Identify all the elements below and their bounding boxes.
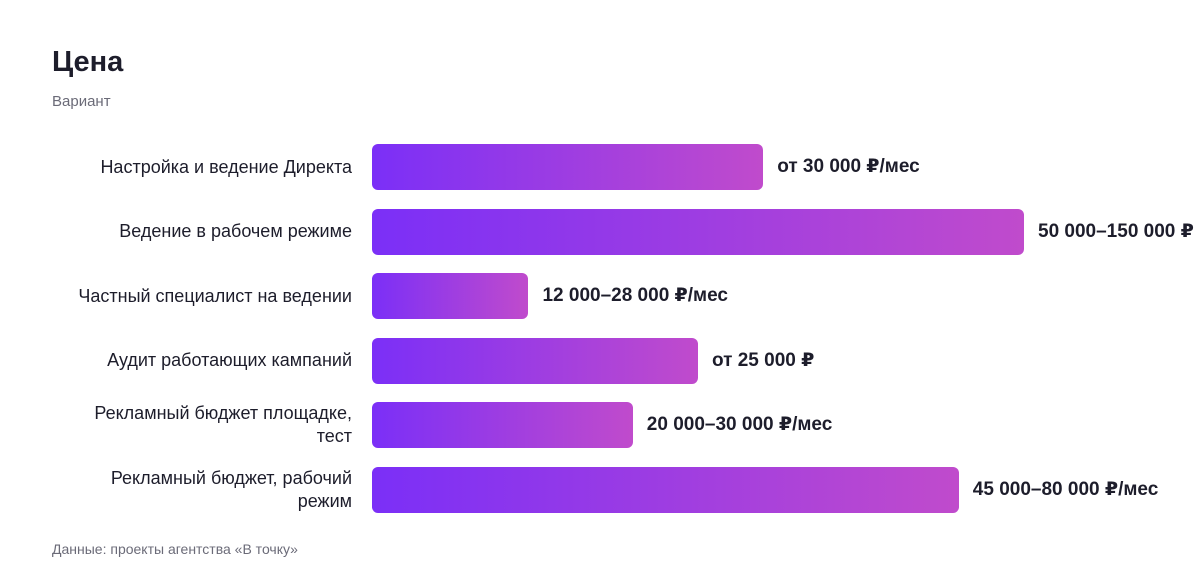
- category-label: Аудит работающих кампаний: [107, 350, 352, 371]
- bar: [372, 273, 529, 320]
- bar: [372, 467, 959, 513]
- value-label: от 25 000 ₽: [712, 349, 815, 371]
- value-label: 45 000–80 000 ₽/мес: [972, 479, 1159, 500]
- category-label: Ведение в рабочем режиме: [119, 221, 352, 242]
- value-label: 50 000–150 000 ₽: [1038, 220, 1194, 242]
- value-label: 12 000–28 000 ₽/мес: [542, 285, 728, 307]
- category-label: Частный специалист на ведении: [78, 285, 352, 306]
- bar: [372, 208, 1024, 255]
- category-label: Рекламный бюджет, рабочий режим: [110, 468, 352, 511]
- value-label: 20 000–30 000 ₽/мес: [646, 414, 833, 436]
- category-label: Рекламный бюджет площадке, тест: [94, 403, 352, 447]
- value-label: от 30 000 ₽/мес: [777, 156, 920, 177]
- bar: [372, 402, 633, 449]
- chart-subtitle: Вариант: [52, 93, 111, 110]
- bar: [372, 144, 764, 190]
- source-note: Данные: проекты агентства «В точку»: [52, 541, 298, 557]
- category-label: Настройка и ведение Директа: [100, 156, 352, 177]
- chart-title: Цена: [52, 46, 124, 78]
- bar: [372, 337, 698, 384]
